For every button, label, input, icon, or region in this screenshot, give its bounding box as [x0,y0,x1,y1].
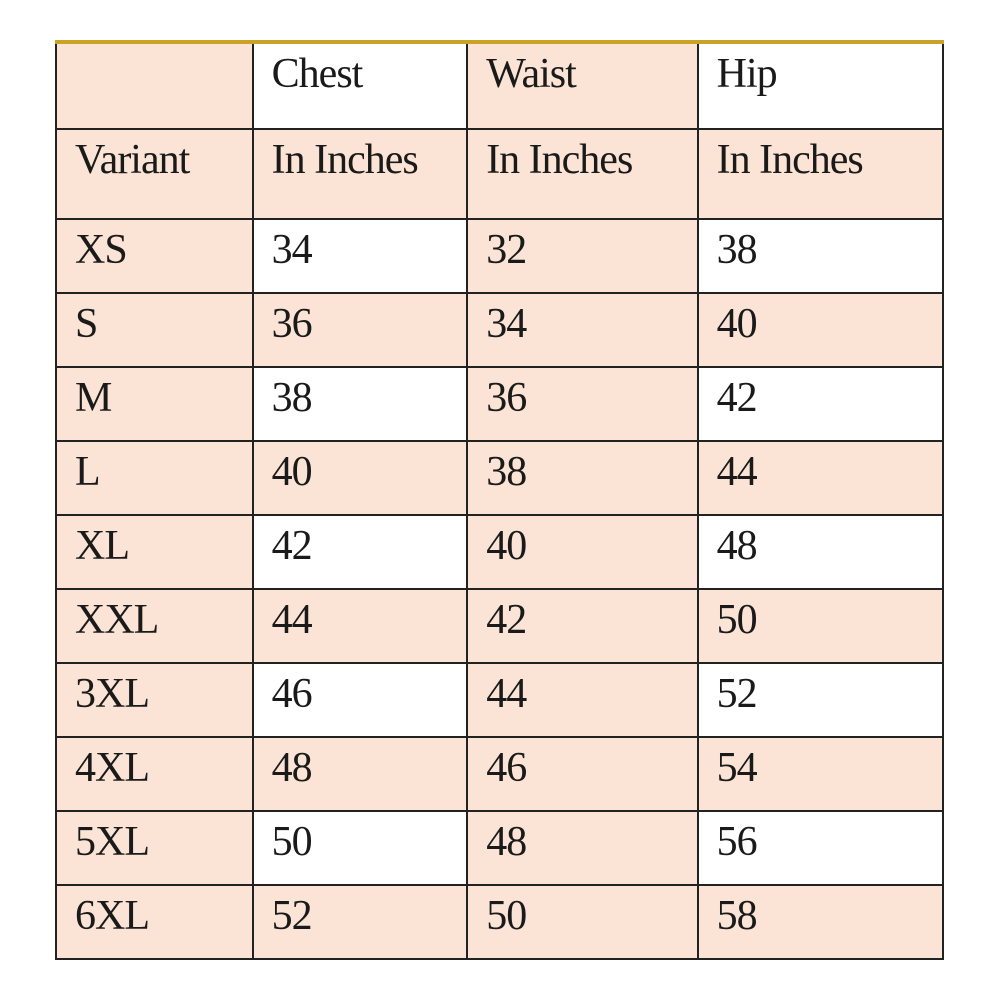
header-cell-hip: Hip [696,41,945,130]
chest-cell: 48 [251,736,469,812]
header-cell [55,41,254,130]
variant-cell: L [55,440,254,516]
table-row: 5XL 50 48 56 [55,810,945,886]
waist-cell: 32 [466,218,699,294]
header-row-measurements: Chest Waist Hip [55,41,945,130]
chest-cell: 50 [251,810,469,886]
variant-cell: M [55,366,254,442]
chest-cell: 36 [251,292,469,368]
hip-cell: 54 [696,736,945,812]
table-row: 4XL 48 46 54 [55,736,945,812]
chest-cell: 46 [251,662,469,738]
header-cell-unit: In Inches [696,128,945,220]
variant-cell: XXL [55,588,254,664]
hip-cell: 56 [696,810,945,886]
header-cell-chest: Chest [251,41,469,130]
table-row: L 40 38 44 [55,440,945,516]
variant-cell: XS [55,218,254,294]
chest-cell: 34 [251,218,469,294]
waist-cell: 46 [466,736,699,812]
hip-cell: 50 [696,588,945,664]
table-row: 3XL 46 44 52 [55,662,945,738]
header-row-units: Variant In Inches In Inches In Inches [55,128,945,220]
chest-cell: 52 [251,884,469,960]
table-row: M 38 36 42 [55,366,945,442]
chest-cell: 38 [251,366,469,442]
waist-cell: 38 [466,440,699,516]
waist-cell: 34 [466,292,699,368]
table-row: XXL 44 42 50 [55,588,945,664]
waist-cell: 50 [466,884,699,960]
hip-cell: 38 [696,218,945,294]
variant-cell: S [55,292,254,368]
hip-cell: 44 [696,440,945,516]
variant-cell: XL [55,514,254,590]
chest-cell: 44 [251,588,469,664]
size-chart-table: Chest Waist Hip Variant In Inches In Inc… [55,40,945,960]
table-row: 6XL 52 50 58 [55,884,945,960]
waist-cell: 48 [466,810,699,886]
chest-cell: 40 [251,440,469,516]
hip-cell: 58 [696,884,945,960]
header-cell-unit: In Inches [251,128,469,220]
waist-cell: 44 [466,662,699,738]
variant-cell: 5XL [55,810,254,886]
waist-cell: 40 [466,514,699,590]
header-cell-unit: In Inches [466,128,699,220]
hip-cell: 42 [696,366,945,442]
hip-cell: 40 [696,292,945,368]
waist-cell: 42 [466,588,699,664]
table-row: XL 42 40 48 [55,514,945,590]
header-cell-waist: Waist [466,41,699,130]
variant-cell: 6XL [55,884,254,960]
header-cell-variant: Variant [55,128,254,220]
table-row: XS 34 32 38 [55,218,945,294]
chest-cell: 42 [251,514,469,590]
hip-cell: 52 [696,662,945,738]
table-row: S 36 34 40 [55,292,945,368]
variant-cell: 4XL [55,736,254,812]
waist-cell: 36 [466,366,699,442]
variant-cell: 3XL [55,662,254,738]
hip-cell: 48 [696,514,945,590]
